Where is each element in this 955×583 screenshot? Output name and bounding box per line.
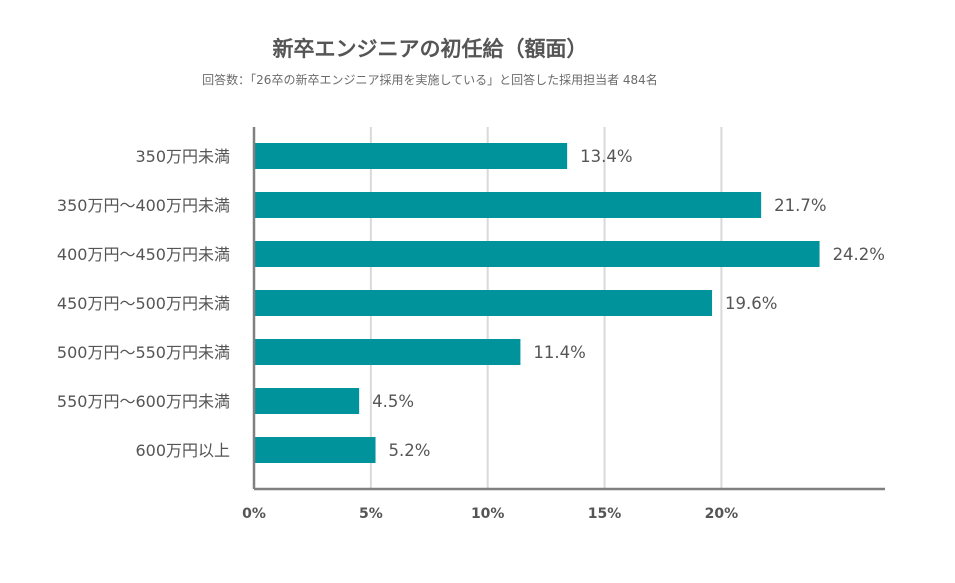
x-tick-label: 20% [705, 506, 739, 522]
bar [254, 143, 568, 169]
value-label: 5.2% [389, 441, 431, 460]
value-label: 19.6% [725, 294, 777, 313]
chart-subtitle: 回答数：「26卒の新卒エンジニア採用を実施している」と回答した採用担当者 484… [202, 72, 658, 87]
bar [254, 388, 360, 414]
bar [254, 241, 820, 267]
axes [252, 127, 885, 491]
bar [254, 437, 376, 463]
value-label: 4.5% [372, 392, 414, 411]
bar [254, 339, 521, 365]
category-label: 450万円〜500万円未満 [57, 294, 230, 313]
category-label: 400万円〜450万円未満 [57, 245, 230, 264]
bar [254, 290, 713, 316]
x-tick-label: 10% [471, 506, 505, 522]
category-label: 350万円〜400万円未満 [57, 196, 230, 215]
category-label: 500万円〜550万円未満 [57, 343, 230, 362]
x-tick-label: 0% [242, 506, 266, 522]
category-label: 550万円〜600万円未満 [57, 392, 230, 411]
labels: 0% 5% 10% 15% 20% 350万円未満 13.4% 350万円〜400万円未満 21… [57, 147, 885, 522]
category-label: 600万円以上 [135, 441, 230, 460]
x-tick-label: 5% [359, 506, 383, 522]
value-label: 11.4% [533, 343, 585, 362]
value-label: 21.7% [774, 196, 826, 215]
value-label: 24.2% [833, 245, 885, 264]
bars [254, 143, 820, 463]
category-label: 350万円未満 [135, 147, 230, 166]
value-label: 13.4% [580, 147, 632, 166]
bar [254, 192, 762, 218]
chart-title: 新卒エンジニアの初任給（額面） [273, 37, 588, 61]
x-tick-label: 15% [588, 506, 622, 522]
